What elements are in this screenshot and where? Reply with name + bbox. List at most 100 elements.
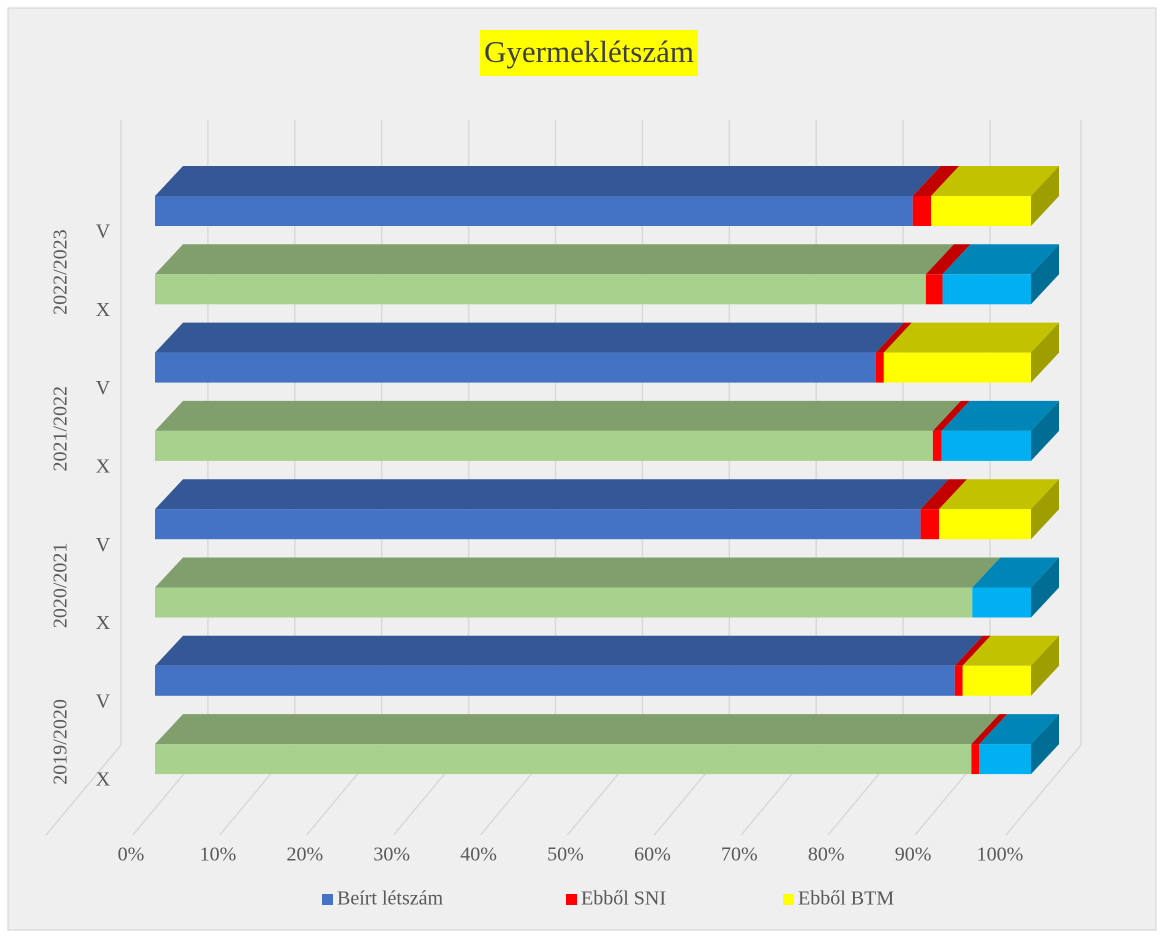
- bar-top: [155, 714, 1000, 745]
- bar-front: [941, 430, 1031, 461]
- bar-front: [932, 430, 942, 461]
- y-group-label: 2021/2022: [50, 386, 72, 472]
- y-tick-label: X: [96, 455, 111, 477]
- bar-front: [925, 274, 943, 305]
- bar-top: [971, 714, 1008, 745]
- legend-swatch: [322, 894, 333, 905]
- bar-segment: [155, 166, 941, 226]
- bar-side: [1031, 557, 1059, 618]
- bar-top: [155, 244, 954, 275]
- bar-segment: [155, 635, 983, 696]
- bar-front: [972, 587, 1031, 618]
- bar-top: [155, 166, 941, 196]
- bar-front: [954, 665, 963, 696]
- y-tick-label: V: [96, 221, 111, 243]
- bar-segment: [883, 322, 1059, 383]
- bar-top: [883, 322, 1059, 353]
- legend-swatch: [783, 894, 794, 905]
- bar-segment: [155, 322, 904, 383]
- bar-front: [971, 744, 980, 775]
- bar-segment: [941, 400, 1059, 461]
- y-group-label: 2022/2023: [50, 229, 72, 315]
- bar-side: [1031, 322, 1059, 383]
- x-tick-label: 0%: [118, 844, 145, 866]
- x-tick-label: 20%: [286, 844, 323, 866]
- bar-segment: [155, 479, 949, 540]
- bar-segment: [155, 244, 954, 305]
- chart-area: [7, 7, 1157, 931]
- bar-front: [155, 509, 921, 540]
- bar-top: [155, 322, 904, 353]
- bar-front: [155, 744, 972, 775]
- bar-segment: [931, 166, 1059, 226]
- bar-front: [931, 196, 1031, 226]
- x-tick-label: 60%: [634, 844, 671, 866]
- bar-top: [155, 479, 949, 510]
- bar-top: [155, 557, 1001, 588]
- y-tick-label: X: [96, 299, 111, 321]
- y-group-label: 2020/2021: [50, 543, 72, 629]
- bar-segment: [912, 166, 960, 226]
- bar-side: [1031, 479, 1059, 540]
- legend-label: Ebből SNI: [581, 888, 666, 910]
- bar-side: [1031, 635, 1059, 696]
- bar-segment: [925, 244, 971, 305]
- bar-top: [912, 166, 960, 196]
- bar-segment: [939, 479, 1059, 540]
- bar-top: [939, 479, 1059, 510]
- y-tick-label: V: [96, 534, 111, 556]
- chart-title: Gyermeklétszám: [484, 34, 694, 69]
- bar-top: [875, 322, 912, 353]
- x-tick-label: 90%: [895, 844, 932, 866]
- bar-side: [1031, 400, 1059, 461]
- x-tick-label: 50%: [547, 844, 584, 866]
- y-group-label: 2019/2020: [50, 699, 72, 785]
- bar-front: [920, 509, 940, 540]
- bar-top: [155, 400, 961, 431]
- bar-front: [942, 274, 1031, 305]
- y-tick-label: V: [96, 690, 111, 712]
- x-tick-label: 10%: [200, 844, 237, 866]
- bar-front: [155, 196, 913, 226]
- y-tick-label: X: [96, 612, 111, 634]
- bar-side: [1031, 166, 1059, 226]
- bar-top: [972, 557, 1059, 588]
- bar-top: [942, 244, 1059, 275]
- title-highlight: [479, 30, 699, 76]
- bar-top: [925, 244, 971, 275]
- bar-side: [1031, 244, 1059, 305]
- bar-segment: [972, 557, 1059, 618]
- bar-front: [962, 665, 1031, 696]
- bar-segment: [979, 714, 1059, 775]
- x-tick-label: 70%: [721, 844, 758, 866]
- legend-label: Ebből BTM: [798, 888, 894, 910]
- bar-top: [931, 166, 1059, 196]
- bar-front: [912, 196, 932, 226]
- y-tick-label: V: [96, 377, 111, 399]
- bar-top: [941, 400, 1059, 431]
- bar-top: [155, 635, 983, 666]
- bar-side: [1031, 714, 1059, 775]
- wall-edge: [1005, 744, 1082, 836]
- bar-top: [962, 635, 1059, 666]
- floor-grid-line: [45, 744, 122, 836]
- y-tick-label: X: [96, 769, 111, 791]
- bar-segment: [971, 714, 1008, 775]
- x-tick-label: 30%: [373, 844, 410, 866]
- bar-front: [155, 665, 955, 696]
- legend-swatch: [566, 894, 577, 905]
- bar-segment: [155, 557, 1001, 618]
- bar-segment: [942, 244, 1059, 305]
- bar-segment: [155, 400, 961, 461]
- bar-segment: [962, 635, 1059, 696]
- bar-top: [932, 400, 970, 431]
- x-tick-label: 40%: [460, 844, 497, 866]
- bar-segment: [920, 479, 968, 540]
- bar-front: [155, 587, 973, 618]
- bar-top: [954, 635, 991, 666]
- bar-front: [155, 430, 933, 461]
- legend-label: Beírt létszám: [337, 888, 444, 910]
- bar-front: [939, 509, 1031, 540]
- bar-segment: [155, 714, 1000, 775]
